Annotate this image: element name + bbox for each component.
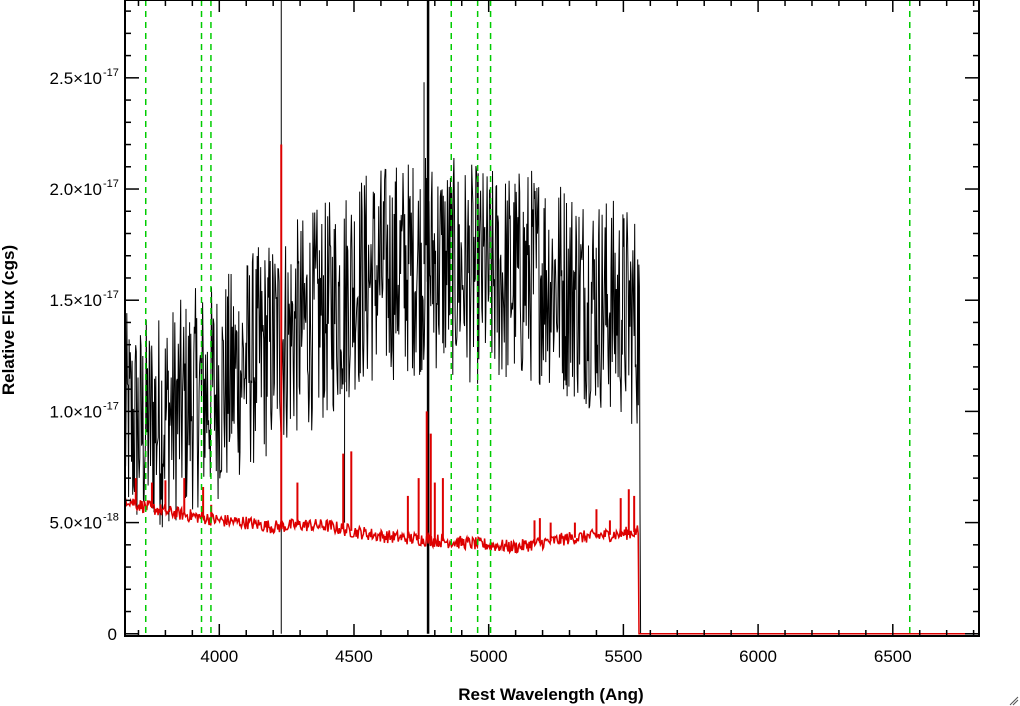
y-tick-label: 5.0×10	[50, 514, 102, 533]
y-tick-exponent: -17	[103, 67, 119, 79]
x-tick-label: 6000	[739, 647, 777, 666]
spectrum-series-1	[125, 157, 979, 635]
resize-grip-icon	[1009, 696, 1019, 706]
y-tick-label: 1.0×10	[50, 402, 102, 421]
x-tick-label: 6500	[874, 647, 912, 666]
y-tick-exponent: -17	[103, 289, 119, 301]
x-axis-title: Rest Wavelength (Ang)	[458, 685, 643, 704]
x-tick-label: 4500	[335, 647, 373, 666]
y-axis-title: Relative Flux (cgs)	[0, 245, 18, 395]
x-tick-label: 5000	[470, 647, 508, 666]
spectrum-series-2	[125, 496, 979, 635]
y-tick-exponent: -17	[103, 400, 119, 412]
y-tick-exponent: -18	[103, 512, 119, 524]
plot-area	[125, 0, 979, 636]
y-tick-label: 1.5×10	[50, 291, 102, 310]
y-tick-label: 2.0×10	[50, 180, 102, 199]
x-tick-label: 5500	[604, 647, 642, 666]
y-tick-label: 2.5×10	[50, 69, 102, 88]
y-tick-exponent: -17	[103, 178, 119, 190]
y-tick-label: 0	[108, 625, 117, 644]
x-tick-label: 4000	[200, 647, 238, 666]
plot-frame	[124, 0, 980, 637]
